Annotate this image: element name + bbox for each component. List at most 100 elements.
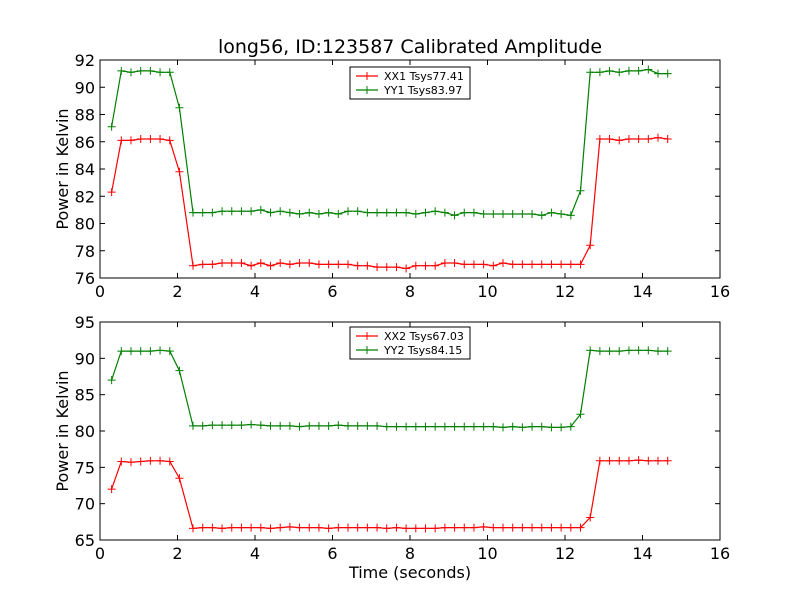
data-point bbox=[528, 209, 537, 218]
data-point bbox=[479, 522, 488, 531]
x-tick-label: 6 bbox=[327, 544, 337, 563]
data-point bbox=[411, 422, 420, 431]
data-point bbox=[450, 422, 459, 431]
data-point bbox=[450, 211, 459, 220]
data-point bbox=[373, 421, 382, 430]
x-tick-label: 8 bbox=[405, 544, 415, 563]
data-point bbox=[305, 421, 314, 430]
data-point bbox=[663, 347, 672, 356]
data-point bbox=[344, 207, 352, 216]
data-point bbox=[402, 524, 411, 533]
x-tick-label: 8 bbox=[405, 282, 415, 301]
x-tick-label: 10 bbox=[477, 282, 497, 301]
data-point bbox=[624, 135, 633, 144]
data-point bbox=[305, 523, 314, 532]
data-point bbox=[363, 523, 372, 532]
data-point bbox=[208, 421, 217, 430]
data-point bbox=[499, 423, 507, 432]
data-point bbox=[547, 208, 556, 217]
data-point bbox=[644, 456, 653, 465]
data-point bbox=[227, 207, 236, 216]
data-point bbox=[285, 260, 294, 269]
x-tick-label: 12 bbox=[555, 282, 575, 301]
data-point bbox=[189, 421, 197, 430]
data-point bbox=[479, 260, 488, 269]
data-point bbox=[537, 523, 546, 532]
data-point bbox=[295, 422, 304, 431]
data-point bbox=[189, 524, 197, 533]
data-point bbox=[344, 421, 352, 430]
data-point bbox=[460, 260, 469, 269]
data-point bbox=[382, 524, 391, 533]
data-point bbox=[237, 207, 246, 216]
y-tick-label: 65 bbox=[75, 531, 95, 550]
y-tick-label: 84 bbox=[75, 160, 95, 179]
data-point bbox=[460, 422, 469, 431]
data-point bbox=[518, 423, 527, 432]
data-point bbox=[460, 523, 469, 532]
data-point bbox=[654, 347, 662, 356]
data-point bbox=[373, 208, 382, 217]
data-point bbox=[247, 523, 256, 532]
data-point bbox=[411, 524, 420, 533]
data-point bbox=[450, 259, 459, 268]
data-point bbox=[557, 209, 566, 218]
data-point bbox=[566, 211, 575, 220]
data-point bbox=[276, 207, 285, 216]
data-point bbox=[363, 261, 372, 270]
data-point bbox=[615, 136, 624, 145]
data-point bbox=[508, 260, 517, 269]
data-point bbox=[266, 261, 275, 270]
data-point bbox=[624, 66, 633, 75]
data-point bbox=[402, 264, 411, 273]
data-point bbox=[276, 259, 285, 268]
data-point bbox=[586, 241, 595, 250]
data-point bbox=[256, 523, 265, 532]
x-tick-label: 6 bbox=[327, 282, 337, 301]
data-point bbox=[373, 523, 382, 532]
data-point bbox=[334, 260, 343, 269]
y-axis-title: Power in Kelvin bbox=[53, 108, 72, 229]
data-point bbox=[440, 259, 449, 268]
data-point bbox=[353, 207, 362, 216]
data-point bbox=[402, 208, 411, 217]
data-point bbox=[127, 347, 135, 356]
data-point bbox=[175, 167, 184, 176]
data-point bbox=[256, 421, 265, 430]
data-point bbox=[663, 456, 672, 465]
data-point bbox=[528, 422, 537, 431]
data-point bbox=[324, 260, 333, 269]
data-point bbox=[324, 208, 333, 217]
data-point bbox=[557, 523, 566, 532]
data-point bbox=[266, 421, 275, 430]
data-point bbox=[421, 422, 430, 431]
data-point bbox=[198, 421, 207, 430]
y-tick-label: 75 bbox=[75, 458, 95, 477]
data-point bbox=[508, 422, 517, 431]
data-point bbox=[314, 209, 323, 218]
data-point bbox=[586, 68, 595, 77]
data-point bbox=[107, 485, 116, 494]
data-point bbox=[334, 421, 343, 430]
data-point bbox=[165, 136, 174, 145]
data-point bbox=[663, 135, 672, 144]
data-point bbox=[256, 205, 265, 214]
data-point bbox=[353, 523, 362, 532]
data-point bbox=[566, 260, 575, 269]
data-point bbox=[479, 209, 488, 218]
data-point bbox=[247, 207, 256, 216]
y-axis-title: Power in Kelvin bbox=[53, 370, 72, 491]
y-tick-label: 80 bbox=[75, 422, 95, 441]
data-point bbox=[615, 347, 624, 356]
data-point bbox=[576, 260, 585, 269]
data-point bbox=[576, 523, 585, 532]
x-tick-label: 0 bbox=[95, 544, 105, 563]
data-point bbox=[537, 422, 546, 431]
data-point bbox=[256, 259, 265, 268]
legend-label: YY1 Tsys83.97 bbox=[383, 84, 462, 97]
data-point bbox=[557, 423, 566, 432]
data-point bbox=[324, 524, 333, 533]
data-point bbox=[266, 208, 275, 217]
data-point bbox=[218, 524, 227, 533]
